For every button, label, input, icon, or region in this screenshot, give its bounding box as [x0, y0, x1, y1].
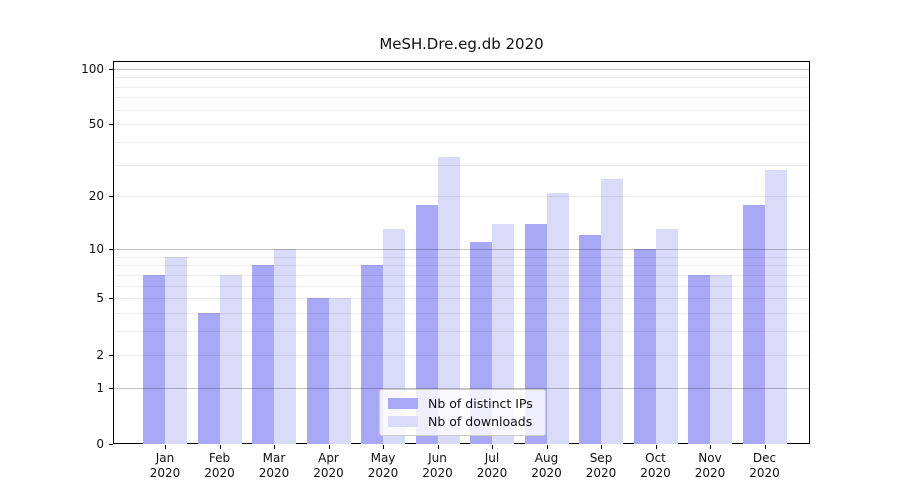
- y-tick-mark-20: [109, 196, 113, 198]
- x-axis-label-aug: Aug 2020: [531, 451, 562, 480]
- x-tick-mark-sep: [601, 445, 602, 449]
- chart-title: MeSH.Dre.eg.db 2020: [379, 35, 544, 53]
- y-axis-tick-label-50: 50: [88, 117, 104, 132]
- x-tick-mark-aug: [546, 445, 548, 449]
- bar-nb-of-downloads-nov: [710, 274, 732, 444]
- x-tick-mark-mar: [274, 445, 275, 449]
- y-tick-mark-2: [109, 354, 113, 356]
- y-tick-mark-1: [109, 387, 113, 389]
- x-axis-label-may: May 2020: [367, 451, 399, 480]
- x-tick-mark-feb: [219, 445, 221, 449]
- y-axis-tick-label-20: 20: [88, 189, 104, 204]
- x-tick-mark-may: [383, 445, 384, 449]
- y-axis-tick-label-5: 5: [96, 291, 104, 306]
- bar-nb-of-distinct-ips-nov: [688, 274, 710, 444]
- x-tick-mark-nov: [710, 445, 711, 449]
- x-tick-mark-jun: [437, 445, 439, 449]
- y-axis-tick-label-10: 10: [88, 241, 104, 256]
- bar-nb-of-distinct-ips-feb: [197, 313, 220, 444]
- x-axis-label-apr: Apr 2020: [313, 451, 344, 480]
- bar-nb-of-distinct-ips-may: [361, 265, 383, 444]
- legend: Nb of distinct IPs Nb of downloads: [379, 389, 546, 436]
- x-axis-label-dec: Dec 2020: [749, 451, 780, 480]
- bar-nb-of-distinct-ips-jun: [415, 204, 438, 444]
- bar-nb-of-distinct-ips-mar: [252, 265, 274, 444]
- x-axis-label-jun: Jun 2020: [422, 451, 453, 480]
- bar-nb-of-downloads-apr: [328, 298, 351, 444]
- bar-nb-of-downloads-oct: [655, 229, 678, 444]
- x-tick-mark-apr: [328, 445, 330, 449]
- x-tick-mark-oct: [655, 445, 657, 449]
- legend-swatch-downloads: [388, 416, 418, 427]
- legend-label-distinct-ips: Nb of distinct IPs: [428, 396, 533, 411]
- x-axis-label-jan: Jan 2020: [149, 451, 181, 480]
- bar-nb-of-distinct-ips-sep: [579, 235, 601, 444]
- bar-nb-of-downloads-mar: [274, 248, 296, 444]
- y-axis-tick-label-2: 2: [96, 347, 104, 362]
- bar-nb-of-distinct-ips-oct: [633, 248, 656, 444]
- x-axis-label-feb: Feb 2020: [204, 451, 235, 480]
- bar-nb-of-downloads-dec: [764, 170, 787, 444]
- y-axis-tick-label-1: 1: [96, 380, 104, 395]
- bar-nb-of-distinct-ips-apr: [306, 298, 329, 444]
- x-axis-label-nov: Nov 2020: [694, 451, 726, 480]
- y-tick-mark-100: [109, 68, 113, 70]
- x-axis-label-sep: Sep 2020: [585, 451, 617, 480]
- bar-nb-of-downloads-sep: [601, 179, 623, 444]
- legend-item-distinct-ips: Nb of distinct IPs: [388, 396, 537, 411]
- bar-nb-of-downloads-jun: [437, 157, 460, 444]
- x-axis-label-jul: Jul 2020: [476, 451, 508, 480]
- x-axis-label-mar: Mar 2020: [258, 451, 290, 480]
- y-axis-tick-label-0: 0: [96, 437, 104, 451]
- bar-nb-of-downloads-feb: [219, 274, 242, 444]
- legend-label-downloads: Nb of downloads: [428, 414, 533, 429]
- legend-swatch-distinct-ips: [388, 398, 418, 409]
- bar-nb-of-downloads-jul: [492, 223, 514, 444]
- bar-nb-of-distinct-ips-jan: [143, 274, 165, 444]
- bar-nb-of-downloads-jan: [165, 256, 187, 444]
- bar-nb-of-downloads-aug: [546, 192, 569, 444]
- x-tick-mark-jan: [165, 445, 166, 449]
- x-axis-label-oct: Oct 2020: [640, 451, 671, 480]
- y-axis-tick-label-100: 100: [81, 61, 104, 76]
- y-tick-mark-5: [109, 298, 113, 300]
- y-tick-mark-10: [109, 248, 113, 250]
- bar-nb-of-distinct-ips-dec: [742, 204, 765, 444]
- x-tick-mark-dec: [764, 445, 766, 449]
- x-tick-mark-jul: [492, 445, 493, 449]
- legend-item-downloads: Nb of downloads: [388, 414, 537, 429]
- bar-nb-of-distinct-ips-aug: [524, 223, 547, 444]
- y-tick-mark-0: [109, 444, 113, 445]
- y-tick-mark-50: [109, 124, 113, 126]
